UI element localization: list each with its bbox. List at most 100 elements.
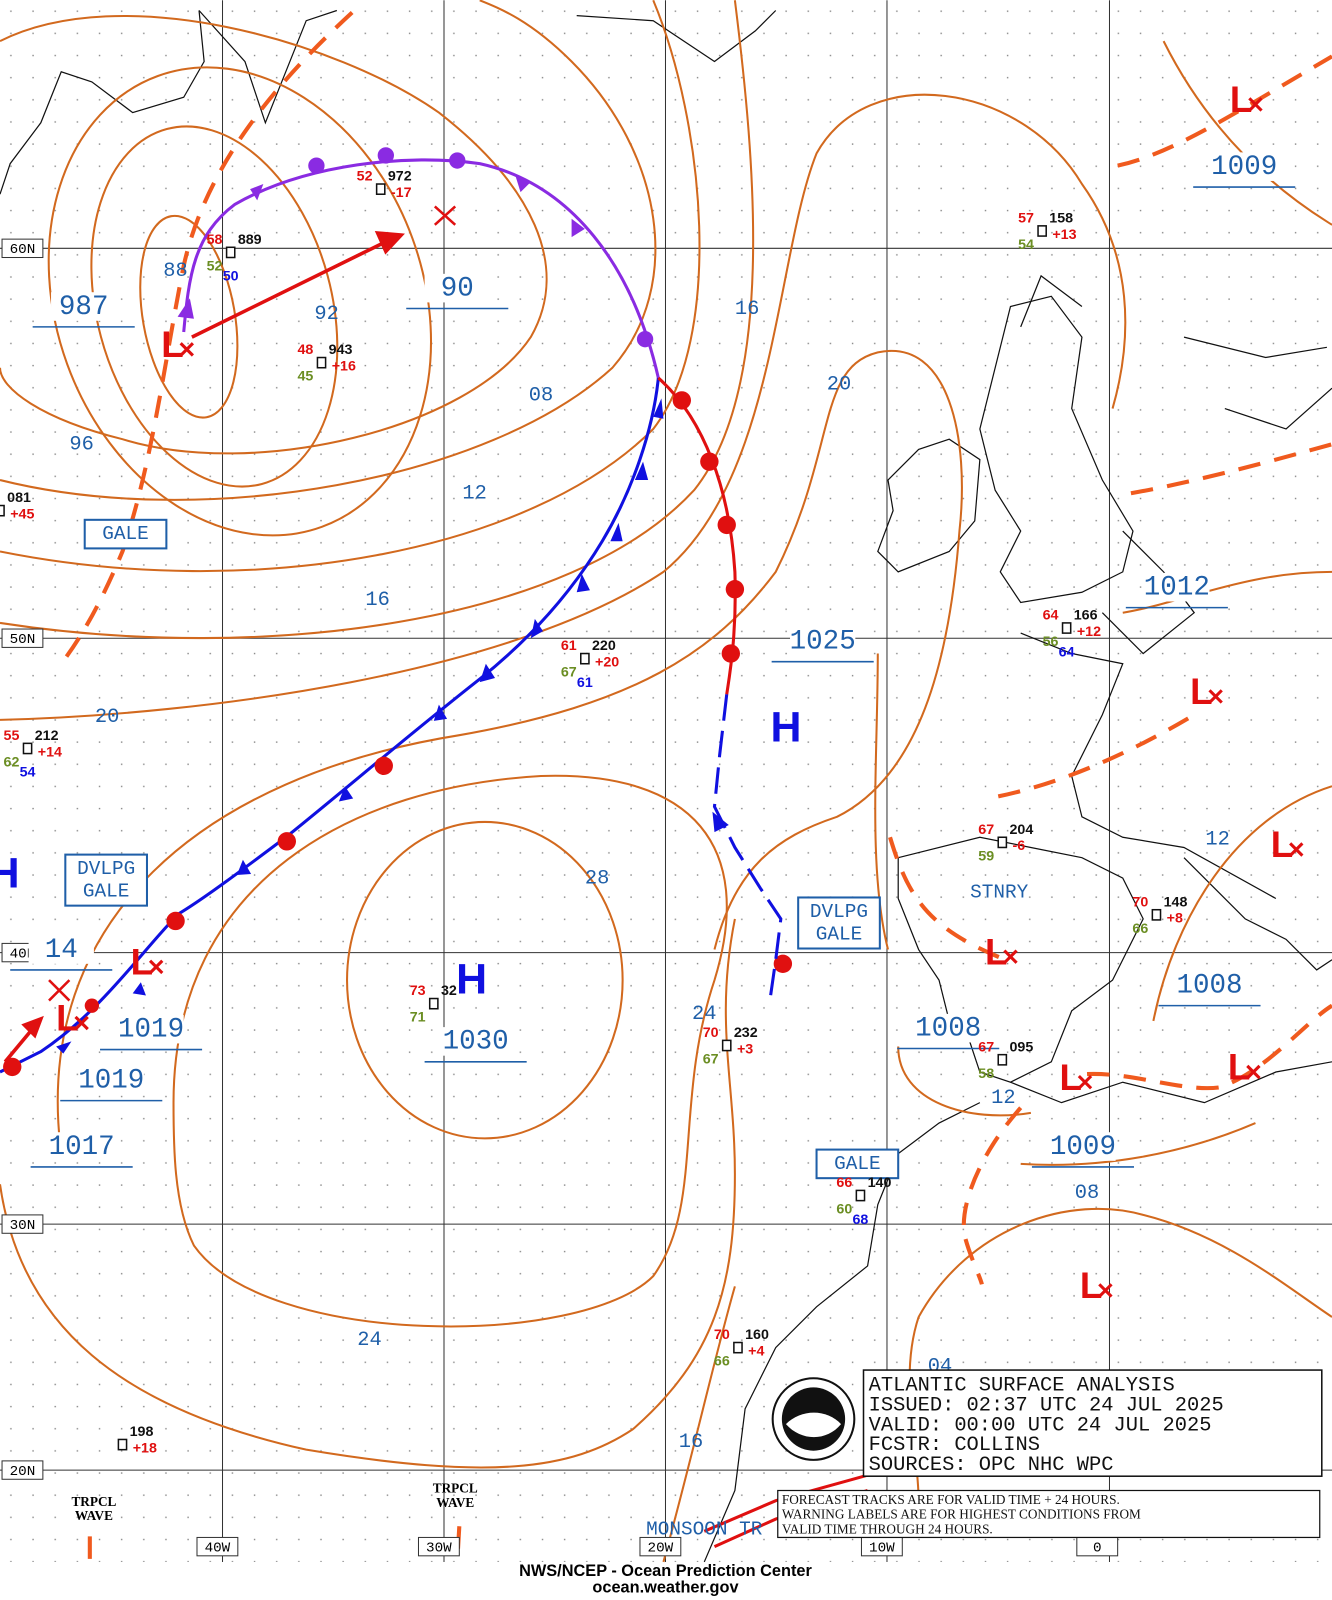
pressure-center-label: 987 <box>59 292 109 323</box>
low-x <box>1248 97 1263 112</box>
station-dewpoint: 62 <box>4 755 20 771</box>
station-pressure: 232 <box>734 1025 758 1041</box>
pressure-label-bg <box>1211 152 1277 181</box>
low-center: L <box>131 942 153 983</box>
pressure-center-label: 90 <box>441 273 474 304</box>
station-tendency: +4 <box>748 1343 764 1359</box>
title-line: ATLANTIC SURFACE ANALYSIS <box>869 1374 1175 1397</box>
station-temp: 64 <box>1043 608 1059 624</box>
low-x <box>179 342 194 357</box>
station-pressure: 32 <box>441 983 457 999</box>
station-temp: 70 <box>714 1327 730 1343</box>
station-temp: 58 <box>207 232 223 248</box>
station-dewpoint: 54 <box>1018 237 1034 253</box>
station-pressure: 166 <box>1074 608 1098 624</box>
station-temp: 73 <box>410 983 426 999</box>
station-tendency: +3 <box>737 1041 753 1057</box>
station-marker <box>117 1438 128 1451</box>
station-pressure: 095 <box>1009 1039 1033 1055</box>
pressure-label-bg <box>78 1065 144 1095</box>
station-pressure: 148 <box>1164 894 1188 910</box>
station-dewpoint: 66 <box>1132 921 1148 937</box>
pressure-center-label: 1009 <box>1050 1132 1116 1163</box>
title-line: VALID: 00:00 UTC 24 JUL 2025 <box>869 1414 1212 1437</box>
low-center: L <box>1230 79 1252 120</box>
warning-label: GALE <box>816 923 863 945</box>
low-center: L <box>1059 1057 1081 1098</box>
low-x <box>1289 842 1304 857</box>
note-line: FORECAST TRACKS ARE FOR VALID TIME + 24 … <box>782 1492 1120 1507</box>
station-pressure: 160 <box>745 1327 769 1343</box>
lat-label: 60N <box>10 242 36 258</box>
tropical-wave-label: TRPCL <box>71 1494 116 1509</box>
station-marker <box>733 1341 743 1354</box>
station-pressure: 204 <box>1009 822 1033 838</box>
station-tendency: -17 <box>391 185 412 201</box>
station-marker <box>997 1053 1008 1066</box>
warning-label: GALE <box>834 1153 881 1175</box>
lon-label: 20W <box>648 1540 674 1556</box>
station-marker <box>22 742 33 755</box>
station-wave: 64 <box>1059 644 1075 660</box>
station-dewpoint: 56 <box>1043 634 1059 650</box>
pressure-center-label: 1008 <box>1176 971 1242 1002</box>
warning-label: DVLPG <box>77 858 135 880</box>
station-temp: 52 <box>357 169 373 185</box>
station-temp: 70 <box>703 1025 719 1041</box>
station-pressure: 943 <box>329 342 353 358</box>
lat-label: 30N <box>10 1218 36 1234</box>
low-x <box>1098 1283 1113 1298</box>
isobar-label: 24 <box>692 1003 717 1026</box>
station-dewpoint: 66 <box>714 1354 730 1370</box>
pressure-label-bg <box>118 1014 184 1044</box>
low-center: L <box>56 998 78 1039</box>
warning-box <box>83 518 168 550</box>
station-tendency: +13 <box>1052 227 1076 243</box>
lat-label-box <box>1 1214 44 1234</box>
station-tendency: +8 <box>1167 911 1183 927</box>
title-line: ISSUED: 02:37 UTC 24 JUL 2025 <box>869 1394 1224 1417</box>
pressure-center-label: 1012 <box>1144 572 1210 603</box>
lat-label-box <box>1 1460 44 1480</box>
warning-label: GALE <box>102 523 149 545</box>
low-center: L <box>161 324 183 365</box>
low-center: L <box>1190 671 1212 712</box>
station-tendency: +20 <box>595 654 619 670</box>
title-line: SOURCES: OPC NHC WPC <box>869 1454 1114 1477</box>
pressure-label-bg <box>442 1027 509 1056</box>
note-line: WARNING LABELS ARE FOR HIGHEST CONDITION… <box>782 1507 1141 1522</box>
station-marker <box>316 356 327 369</box>
footer-line: NWS/NCEP - Ocean Prediction Center <box>519 1562 812 1580</box>
isobar-label: 08 <box>1075 1182 1100 1205</box>
station-pressure: 140 <box>868 1175 892 1191</box>
station-pressure: 220 <box>592 638 616 654</box>
low-x <box>1208 689 1223 704</box>
low-center: L <box>985 931 1007 972</box>
lon-label-box <box>639 1536 682 1557</box>
pressure-label-bg <box>790 626 856 656</box>
station-marker <box>1151 908 1162 921</box>
station-pressure: 889 <box>238 232 262 248</box>
pressure-label-bg <box>915 1013 981 1043</box>
station-temp: 66 <box>836 1175 852 1191</box>
station-pressure: 212 <box>35 728 59 744</box>
tropical-wave-label: WAVE <box>75 1508 113 1523</box>
station-marker <box>1061 622 1072 634</box>
station-dewpoint: 59 <box>978 848 994 864</box>
low-center: L <box>1228 1047 1250 1088</box>
station-dewpoint: 58 <box>978 1066 994 1082</box>
graticule <box>0 0 1332 1562</box>
isobar-label: 20 <box>827 373 851 396</box>
isobar-label: 12 <box>991 1087 1016 1110</box>
tropical-wave-label: TRPCL <box>433 1481 478 1496</box>
station-marker <box>375 183 386 195</box>
station-wave: 68 <box>853 1212 869 1228</box>
low-x <box>74 1015 89 1031</box>
isobar-label: 24 <box>357 1329 382 1352</box>
lat-label: 20N <box>10 1464 36 1480</box>
isobar-label: 08 <box>529 385 553 408</box>
pressure-center-label: 1019 <box>118 1014 184 1045</box>
